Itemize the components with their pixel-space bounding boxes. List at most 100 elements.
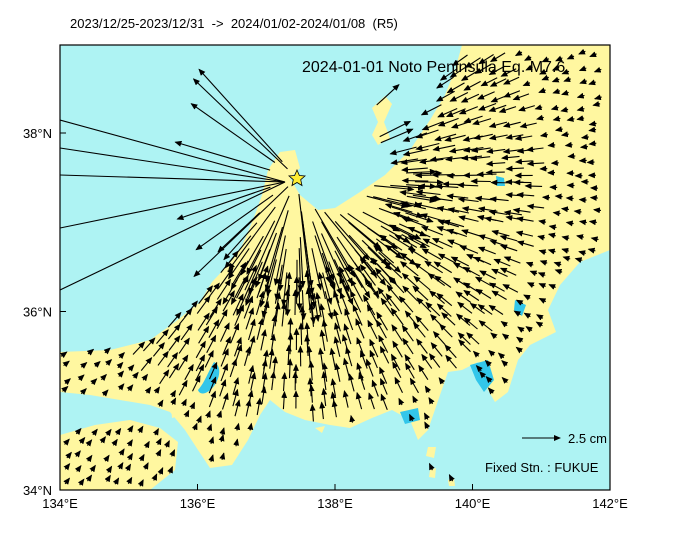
displacement-arrow <box>466 332 480 345</box>
displacement-arrow <box>367 319 378 340</box>
displacement-arrow <box>422 238 444 250</box>
displacement-arrow <box>233 438 240 447</box>
displacement-arrow <box>273 235 286 286</box>
displacement-arrow <box>435 90 455 102</box>
displacement-arrow <box>220 250 239 274</box>
displacement-arrow <box>526 282 535 289</box>
displacement-arrow <box>593 66 602 73</box>
displacement-arrow <box>190 103 276 163</box>
displacement-arrow <box>503 256 521 264</box>
displacement-arrow <box>205 306 218 326</box>
displacement-arrow <box>538 87 546 94</box>
displacement-arrow <box>361 239 389 266</box>
axes: 134°E 136°E 138°E 140°E 142°E 34°N 36°N 38°N <box>23 126 628 511</box>
displacement-arrow <box>484 216 504 223</box>
displacement-arrow <box>499 234 518 242</box>
displacement-arrow <box>463 289 480 301</box>
x-tick-label: 136°E <box>180 496 216 511</box>
displacement-arrow <box>566 53 575 60</box>
displacement-arrow <box>415 315 429 331</box>
displacement-arrow <box>541 56 550 63</box>
displacement-arrow <box>415 142 440 151</box>
displacement-arrow <box>589 195 598 202</box>
displacement-arrow <box>371 379 379 397</box>
displacement-arrow <box>229 358 238 378</box>
displacement-arrow <box>126 439 133 447</box>
displacement-arrow <box>103 347 111 355</box>
displacement-arrow <box>374 185 415 192</box>
displacement-arrow <box>117 383 125 391</box>
x-tick-label: 142°E <box>592 496 628 511</box>
displacement-arrow <box>463 317 478 330</box>
displacement-arrow <box>488 349 496 357</box>
displacement-arrow <box>268 348 275 369</box>
displacement-arrow <box>526 203 545 210</box>
displacement-arrow <box>345 346 353 367</box>
displacement-arrow <box>514 134 533 141</box>
displacement-arrow <box>379 234 403 251</box>
displacement-arrow <box>116 361 124 370</box>
displacement-arrow <box>553 261 562 268</box>
displacement-arrow <box>547 248 556 255</box>
displacement-arrow <box>538 298 547 304</box>
displacement-field <box>60 48 602 487</box>
displacement-arrow <box>438 377 446 385</box>
displacement-arrow <box>192 78 288 170</box>
displacement-arrow <box>593 207 602 214</box>
header: 2023/12/25-2023/12/31 -> 2024/01/02-2024… <box>70 16 398 31</box>
displacement-arrow <box>234 422 241 431</box>
displacement-arrow <box>576 115 585 122</box>
displacement-arrow <box>429 195 453 202</box>
displacement-arrow <box>497 352 506 360</box>
displacement-arrow <box>137 425 144 434</box>
displacement-arrow <box>446 228 467 238</box>
displacement-arrow <box>590 236 599 243</box>
displacement-arrow <box>137 479 144 487</box>
displacement-arrow <box>260 386 267 405</box>
displacement-arrow <box>99 436 106 444</box>
displacement-arrow <box>369 349 378 369</box>
displacement-arrow <box>152 342 165 357</box>
displacement-arrow <box>524 183 543 190</box>
displacement-arrow <box>220 322 230 342</box>
displacement-arrow <box>308 360 315 381</box>
displacement-arrow <box>561 247 570 254</box>
displacement-arrow <box>324 291 334 320</box>
displacement-arrow <box>339 266 352 292</box>
displacement-arrow <box>380 345 390 364</box>
displacement-arrow <box>578 197 587 204</box>
displacement-arrow <box>309 275 317 309</box>
displacement-arrow <box>168 335 181 351</box>
displacement-arrow <box>503 90 521 98</box>
displacement-arrow <box>387 275 405 294</box>
displacement-arrow <box>152 428 159 436</box>
displacement-arrow <box>281 390 288 410</box>
displacement-arrow <box>429 353 441 368</box>
displacement-arrow <box>478 102 497 111</box>
displacement-arrow <box>484 359 492 367</box>
displacement-arrow <box>222 290 235 312</box>
displacement-arrow <box>184 363 194 381</box>
displacement-arrow <box>359 256 378 279</box>
displacement-arrow <box>331 399 338 418</box>
displacement-arrow <box>580 134 589 140</box>
displacement-arrow <box>464 57 481 69</box>
displacement-arrow <box>415 129 439 139</box>
displacement-arrow <box>157 350 169 366</box>
displacement-arrow <box>219 379 227 397</box>
displacement-arrow <box>141 373 149 382</box>
displacement-arrow <box>567 152 576 159</box>
displacement-arrow <box>265 226 284 283</box>
displacement-arrow <box>541 74 550 81</box>
displacement-arrow <box>446 82 465 94</box>
displacement-arrow <box>159 369 170 385</box>
displacement-arrow <box>501 333 510 341</box>
displacement-arrow <box>390 307 404 326</box>
displacement-arrow <box>488 65 505 75</box>
displacement-arrow <box>451 54 468 67</box>
displacement-arrow <box>565 195 574 202</box>
displacement-arrow <box>333 336 341 357</box>
displacement-arrow <box>499 244 518 252</box>
displacement-arrow <box>457 301 473 314</box>
displacement-arrow <box>167 465 173 474</box>
